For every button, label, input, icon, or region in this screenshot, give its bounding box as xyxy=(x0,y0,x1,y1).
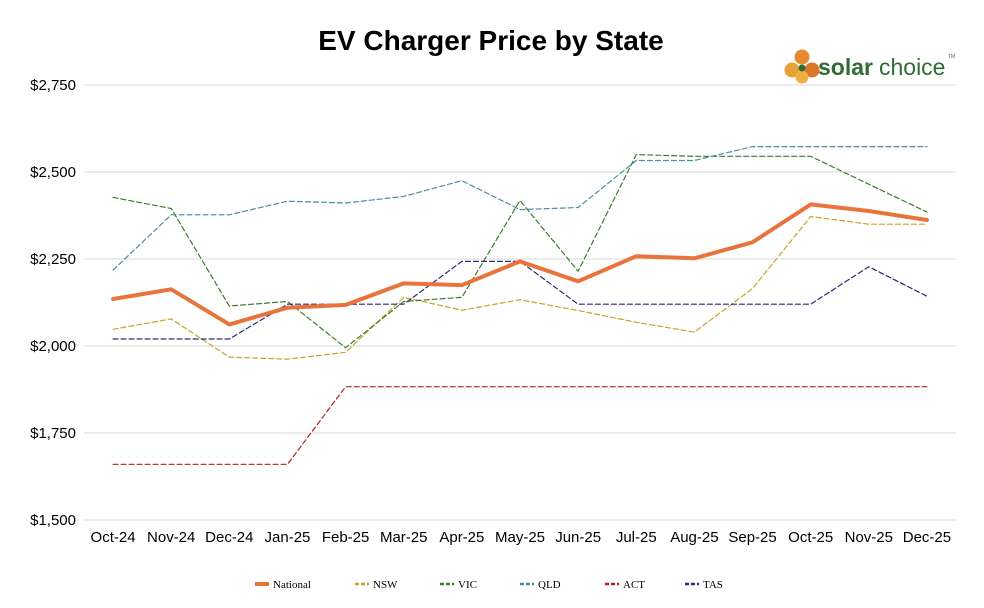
legend: National NSW VIC QLD ACT TAS xyxy=(255,579,723,591)
series-line-nsw xyxy=(112,215,928,360)
y-tick-label: $1,500 xyxy=(30,512,76,529)
x-tick-label: Dec-24 xyxy=(205,529,253,546)
legend-label: ACT xyxy=(623,579,645,591)
y-tick-label: $2,250 xyxy=(30,251,76,268)
x-tick-label: Apr-25 xyxy=(439,529,484,546)
legend-label: TAS xyxy=(703,579,723,591)
grid xyxy=(84,84,956,521)
x-tick-label: Oct-24 xyxy=(91,529,136,546)
x-tick-label: Nov-25 xyxy=(845,529,893,546)
x-tick-label: Jul-25 xyxy=(616,529,657,546)
series-lines xyxy=(111,146,929,465)
series-line-national xyxy=(111,202,929,327)
y-tick-label: $2,500 xyxy=(30,164,76,181)
legend-label: QLD xyxy=(538,579,561,591)
x-tick-label: Oct-25 xyxy=(788,529,833,546)
x-axis: Oct-24 Nov-24 Dec-24 Jan-25 Feb-25 Mar-25 Apr-… xyxy=(91,529,952,546)
y-tick-label: $2,000 xyxy=(30,338,76,355)
x-tick-label: Mar-25 xyxy=(380,529,428,546)
x-tick-label: Nov-24 xyxy=(147,529,195,546)
y-tick-label: $1,750 xyxy=(30,425,76,442)
x-tick-label: Jun-25 xyxy=(555,529,601,546)
sun-flower-icon xyxy=(784,49,820,84)
y-tick-label: $2,750 xyxy=(30,77,76,94)
legend-label: VIC xyxy=(458,579,477,591)
series-line-qld xyxy=(112,146,928,271)
logo-word-solar: solar xyxy=(818,54,873,80)
series-line-act xyxy=(112,386,928,465)
x-tick-label: Feb-25 xyxy=(322,529,370,546)
logo-word-choice: choice xyxy=(879,54,945,80)
x-tick-label: Aug-25 xyxy=(670,529,718,546)
y-axis: $1,500 $1,750 $2,000 $2,250 $2,500 $2,750 xyxy=(30,77,76,529)
chart-title: EV Charger Price by State xyxy=(318,25,663,56)
logo-trademark: TM xyxy=(948,54,955,60)
series-line-vic xyxy=(112,154,928,349)
legend-label: National xyxy=(273,579,311,591)
legend-label: NSW xyxy=(373,579,398,591)
series-line-tas xyxy=(112,260,928,340)
solar-choice-logo: solar choice TM xyxy=(784,49,955,84)
x-tick-label: Sep-25 xyxy=(728,529,776,546)
x-tick-label: Jan-25 xyxy=(265,529,311,546)
x-tick-label: May-25 xyxy=(495,529,545,546)
x-tick-label: Dec-25 xyxy=(903,529,951,546)
